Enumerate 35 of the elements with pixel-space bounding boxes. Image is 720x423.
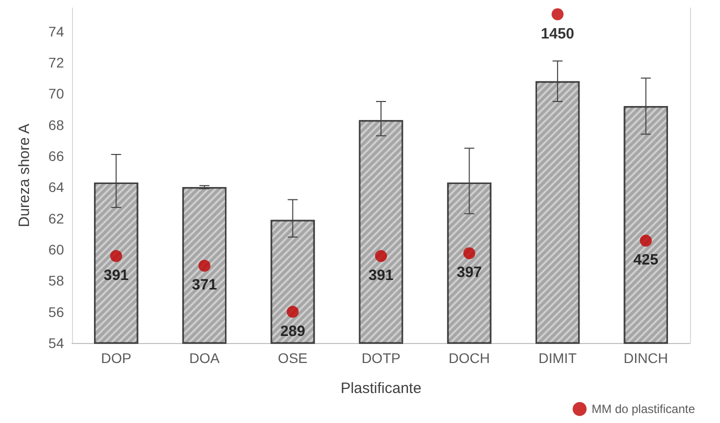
- y-tick-label: 60: [48, 242, 64, 258]
- y-axis-title: Dureza shore A: [16, 124, 33, 228]
- x-tick-label: DOA: [189, 350, 220, 366]
- y-tick-label: 58: [48, 272, 64, 289]
- y-tick-label: 66: [48, 148, 64, 164]
- y-tick-label: 72: [48, 54, 64, 71]
- x-tick-label: DOTP: [362, 350, 400, 366]
- data-label: 397: [456, 264, 482, 282]
- legend-label: MM do plastificante: [592, 402, 696, 416]
- y-tick-label: 54: [48, 335, 64, 351]
- point: [110, 250, 122, 262]
- point: [198, 260, 210, 272]
- data-label: 425: [633, 252, 658, 269]
- point: [463, 247, 476, 260]
- x-tick-label: DOP: [100, 350, 132, 366]
- point: [286, 306, 299, 318]
- y-tick-label: 68: [48, 116, 64, 133]
- y-tick-label: 70: [48, 86, 64, 102]
- point: [552, 8, 564, 20]
- x-tick-label: DINCH: [624, 350, 668, 366]
- data-label: 289: [280, 322, 306, 340]
- data-label: 391: [368, 267, 394, 284]
- y-tick-label: 62: [48, 210, 64, 226]
- x-tick-label: DOCH: [448, 350, 490, 366]
- x-axis-title: Plastificante: [340, 380, 422, 397]
- data-label: 391: [104, 267, 129, 284]
- point: [640, 234, 652, 247]
- x-tick-label: DIMIT: [538, 350, 578, 366]
- y-tick-label: 64: [48, 179, 64, 196]
- y-tick-label: 56: [48, 304, 64, 320]
- data-label: 1450: [540, 25, 574, 42]
- x-tick-label: OSE: [278, 350, 308, 366]
- point: [375, 250, 387, 262]
- data-label: 371: [192, 276, 217, 294]
- y-tick-label: 74: [48, 23, 64, 40]
